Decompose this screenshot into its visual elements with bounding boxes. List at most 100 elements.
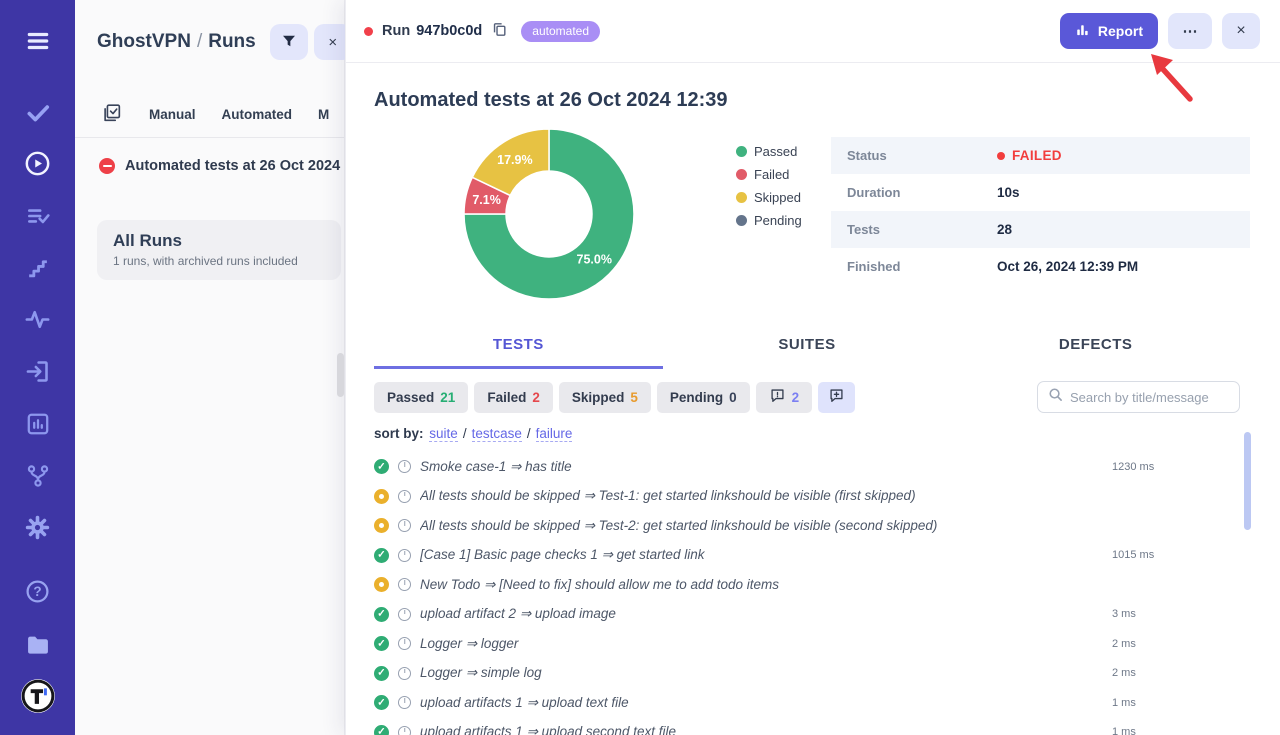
all-runs-card[interactable]: All Runs 1 runs, with archived runs incl… bbox=[97, 220, 341, 280]
history-icon[interactable] bbox=[398, 548, 411, 562]
filter-pending-button[interactable]: Pending 0 bbox=[656, 381, 750, 413]
projects-button[interactable] bbox=[16, 625, 60, 665]
status-value: FAILED bbox=[997, 148, 1062, 163]
tab-automated[interactable]: Automated bbox=[221, 107, 293, 122]
report-button-label: Report bbox=[1097, 23, 1143, 39]
sidebar-bottom: ? bbox=[16, 573, 60, 717]
scrollbar-thumb[interactable] bbox=[1244, 432, 1251, 530]
copy-icon bbox=[491, 21, 508, 41]
test-status-icon bbox=[374, 665, 389, 681]
filter-button[interactable] bbox=[269, 24, 308, 60]
breadcrumb-project[interactable]: GhostVPN bbox=[97, 31, 191, 52]
test-duration: 1 ms bbox=[1112, 726, 1136, 735]
donut-chart: 75.0% 7.1% 17.9% bbox=[463, 128, 635, 300]
test-row[interactable]: All tests should be skipped ⇒ Test-2: ge… bbox=[374, 511, 1240, 541]
test-row[interactable]: All tests should be skipped ⇒ Test-1: ge… bbox=[374, 482, 1240, 512]
sidebar-item-environments[interactable] bbox=[16, 457, 60, 497]
history-icon[interactable] bbox=[398, 607, 411, 621]
tab-tests[interactable]: TESTS bbox=[374, 330, 663, 369]
result-tabs: TESTS SUITES DEFECTS bbox=[374, 330, 1240, 369]
test-status-icon bbox=[374, 606, 389, 622]
report-button[interactable]: Report bbox=[1059, 13, 1158, 49]
donut-slice-passed[interactable] bbox=[463, 128, 635, 300]
history-icon[interactable] bbox=[398, 725, 411, 735]
test-status-icon bbox=[374, 488, 389, 504]
test-row[interactable]: New Todo ⇒ [Need to fix] should allow me… bbox=[374, 570, 1240, 600]
sidebar-item-runs[interactable] bbox=[16, 145, 60, 185]
search-box bbox=[1037, 381, 1240, 413]
filter-passed-button[interactable]: Passed 21 bbox=[374, 381, 469, 413]
sidebar-item-plans[interactable] bbox=[16, 197, 60, 237]
play-circle-icon bbox=[24, 150, 51, 180]
sidebar-item-tests[interactable] bbox=[16, 93, 60, 133]
history-icon[interactable] bbox=[398, 666, 411, 680]
tab-suites[interactable]: SUITES bbox=[663, 330, 952, 369]
legend-dot-passed bbox=[736, 146, 747, 157]
logo-icon bbox=[20, 678, 56, 717]
failed-dot-icon bbox=[997, 151, 1005, 160]
sort-by-label: sort by: bbox=[374, 426, 424, 441]
history-icon[interactable] bbox=[398, 578, 411, 592]
clipboard-check-icon bbox=[101, 102, 123, 127]
history-icon[interactable] bbox=[398, 489, 411, 503]
sort-by-failure-link[interactable]: failure bbox=[535, 426, 573, 442]
donut-slice-skipped[interactable] bbox=[471, 128, 550, 197]
history-icon[interactable] bbox=[398, 637, 411, 651]
sidebar-item-analytics[interactable] bbox=[16, 301, 60, 341]
tab-truncated[interactable]: M bbox=[318, 107, 330, 122]
copy-run-id-button[interactable] bbox=[491, 21, 508, 41]
history-icon[interactable] bbox=[398, 696, 411, 710]
test-duration: 1 ms bbox=[1112, 696, 1136, 709]
runs-panel-tabs: Manual Automated M bbox=[75, 92, 344, 138]
test-status-icon bbox=[374, 459, 389, 475]
breadcrumb-page: Runs bbox=[208, 31, 256, 52]
sidebar-item-milestones[interactable] bbox=[16, 249, 60, 289]
runs-panel-header: GhostVPN / Runs × bbox=[75, 0, 352, 60]
run-detail-panel: Run 947b0c0d automated Report ⋯ × Automa… bbox=[337, 0, 1280, 735]
tab-manual[interactable]: Manual bbox=[149, 107, 196, 122]
folder-icon bbox=[24, 630, 52, 661]
filter-row: Passed 21 Failed 2 Skipped 5 Pending 0 2 bbox=[374, 381, 1240, 413]
select-runs-button[interactable] bbox=[101, 102, 123, 127]
legend-item-skipped[interactable]: Skipped bbox=[736, 190, 821, 205]
legend-item-passed[interactable]: Passed bbox=[736, 144, 821, 159]
legend-item-failed[interactable]: Failed bbox=[736, 167, 821, 182]
test-status-icon bbox=[374, 547, 389, 563]
sidebar-item-settings[interactable] bbox=[16, 509, 60, 549]
sidebar-item-reports[interactable] bbox=[16, 405, 60, 445]
close-run-button[interactable]: × bbox=[1222, 13, 1260, 49]
comments-filter-button[interactable]: 2 bbox=[755, 381, 813, 413]
history-icon[interactable] bbox=[398, 519, 411, 533]
sort-by-testcase-link[interactable]: testcase bbox=[471, 426, 522, 442]
test-row[interactable]: [Case 1] Basic page checks 1 ⇒ get start… bbox=[374, 541, 1240, 571]
run-item-title: Automated tests at 26 Oct 2024 12:39 bbox=[125, 158, 344, 174]
test-status-icon bbox=[374, 577, 389, 593]
chart-row: 75.0% 7.1% 17.9% Passed Failed Skipped Pen… bbox=[374, 124, 1280, 306]
legend-item-pending[interactable]: Pending bbox=[736, 213, 821, 228]
tab-defects[interactable]: DEFECTS bbox=[951, 330, 1240, 369]
all-runs-subtitle: 1 runs, with archived runs included bbox=[113, 254, 298, 268]
add-comment-button[interactable] bbox=[818, 381, 856, 413]
run-list-item[interactable]: Automated tests at 26 Oct 2024 12:39 bbox=[75, 138, 344, 194]
hamburger-icon bbox=[23, 28, 53, 57]
test-row[interactable]: upload artifacts 1 ⇒ upload second text … bbox=[374, 718, 1240, 735]
search-input[interactable] bbox=[1070, 389, 1229, 405]
panel-resize-handle[interactable] bbox=[337, 353, 344, 397]
history-icon[interactable] bbox=[398, 460, 411, 474]
menu-hamburger-button[interactable] bbox=[16, 22, 60, 62]
filter-failed-button[interactable]: Failed 2 bbox=[474, 381, 553, 413]
filter-skipped-button[interactable]: Skipped 5 bbox=[558, 381, 651, 413]
help-button[interactable]: ? bbox=[16, 573, 60, 613]
more-actions-button[interactable]: ⋯ bbox=[1168, 13, 1212, 49]
sidebar: ? bbox=[0, 0, 75, 735]
app-logo[interactable] bbox=[16, 677, 60, 717]
sidebar-item-pulls[interactable] bbox=[16, 353, 60, 393]
sort-by-suite-link[interactable]: suite bbox=[429, 426, 458, 442]
